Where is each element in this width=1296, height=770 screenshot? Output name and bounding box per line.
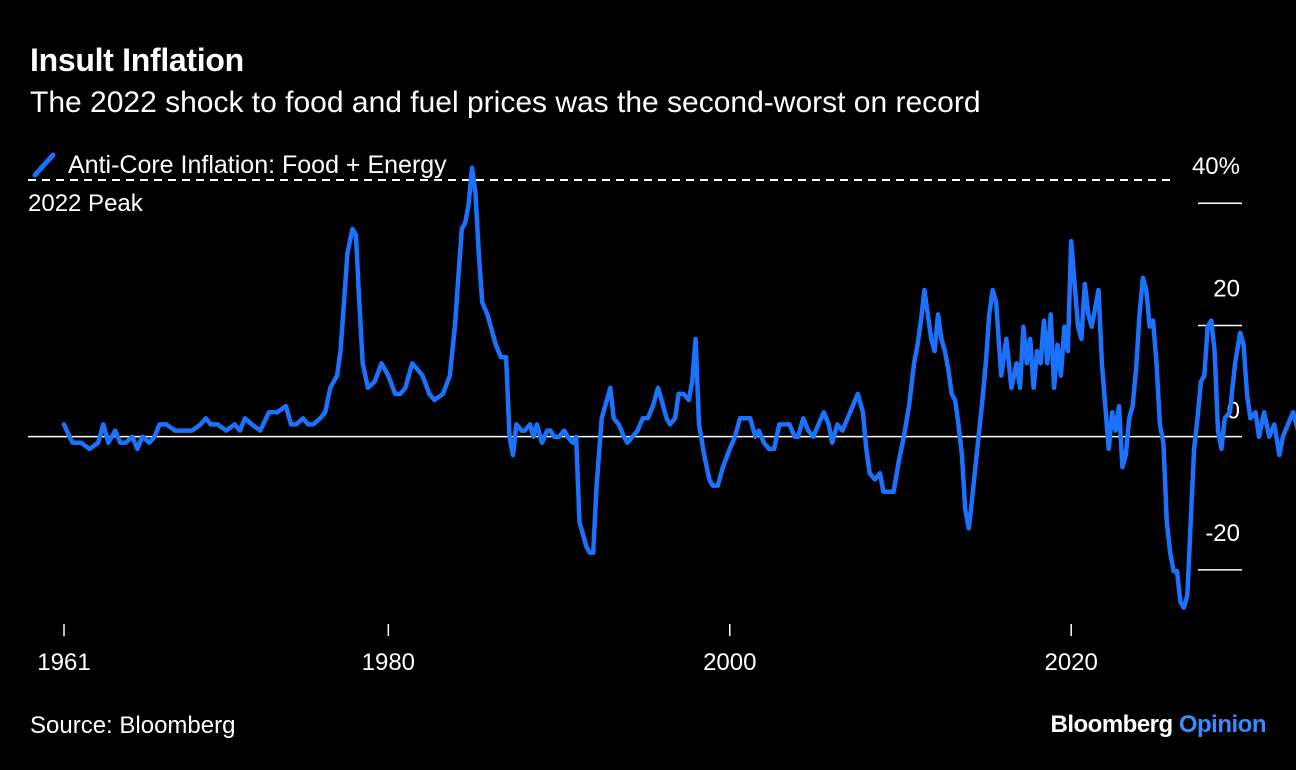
x-tick-label: 2020 xyxy=(1044,649,1097,676)
brand-name: Bloomberg xyxy=(1050,711,1174,738)
y-tick-label: 40% xyxy=(1192,153,1240,180)
legend-label: Anti-Core Inflation: Food + Energy xyxy=(68,150,447,179)
legend-swatch-icon xyxy=(32,152,56,178)
chart-subtitle: The 2022 shock to food and fuel prices w… xyxy=(30,86,981,119)
source-note: Source: Bloomberg xyxy=(30,712,236,739)
x-tick-label: 1980 xyxy=(362,649,415,676)
y-tick-label: -20 xyxy=(1205,520,1240,547)
y-tick-label: 20 xyxy=(1213,275,1240,302)
brand-logo: Bloomberg Opinion xyxy=(1051,711,1267,739)
x-tick-label: 2000 xyxy=(703,649,756,676)
legend: Anti-Core Inflation: Food + Energy xyxy=(30,150,447,180)
series-line xyxy=(61,165,1296,611)
brand-accent: Opinion xyxy=(1178,711,1267,738)
reference-line-label: 2022 Peak xyxy=(28,190,144,217)
chart-title: Insult Inflation xyxy=(30,42,244,78)
x-tick-label: 1961 xyxy=(37,649,90,676)
